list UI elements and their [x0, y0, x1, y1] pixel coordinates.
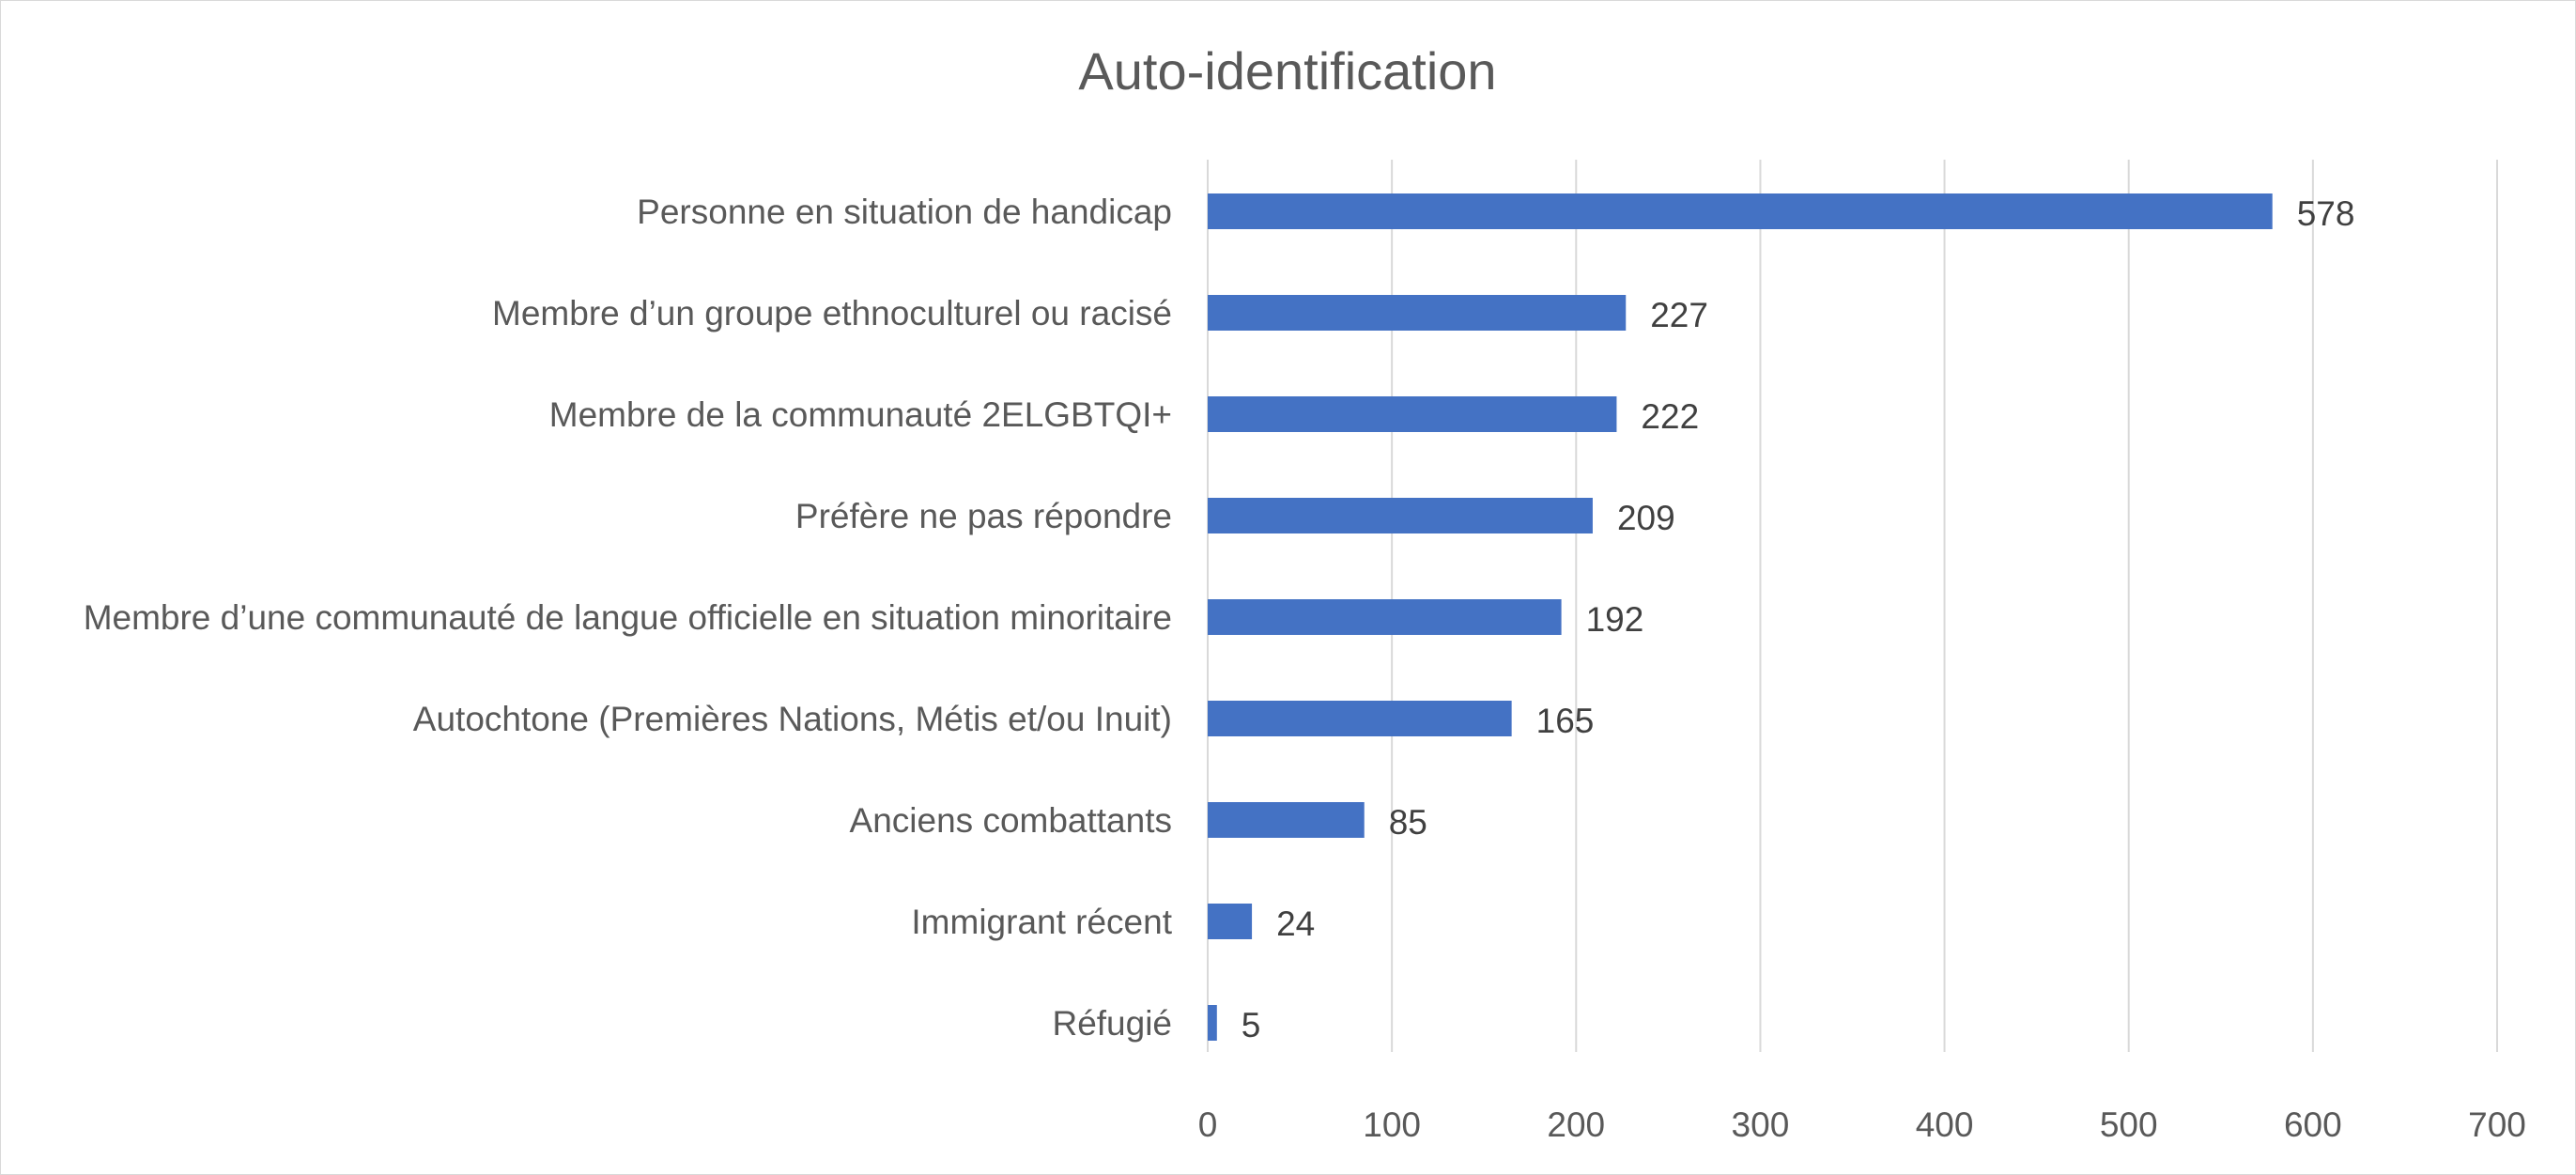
- bar: [1208, 396, 1617, 432]
- category-label: Personne en situation de handicap: [637, 193, 1172, 231]
- x-tick-label: 400: [1916, 1105, 1974, 1144]
- category-label: Réfugié: [1052, 1004, 1172, 1043]
- data-label: 222: [1641, 397, 1699, 436]
- category-label: Autochtone (Premières Nations, Métis et/…: [413, 700, 1172, 738]
- data-label: 85: [1389, 803, 1427, 842]
- bar: [1208, 599, 1562, 635]
- category-label: Membre d’un groupe ethnoculturel ou raci…: [492, 294, 1172, 332]
- x-tick-label: 300: [1732, 1105, 1790, 1144]
- bar: [1208, 701, 1512, 736]
- x-tick-label: 200: [1547, 1105, 1605, 1144]
- category-label: Membre d’une communauté de langue offici…: [84, 598, 1172, 637]
- bar: [1208, 193, 2273, 229]
- x-tick-label: 700: [2468, 1105, 2526, 1144]
- bar: [1208, 295, 1627, 331]
- data-label: 24: [1276, 904, 1315, 943]
- x-tick-label: 500: [2100, 1105, 2158, 1144]
- bar: [1208, 904, 1253, 939]
- x-tick-label: 600: [2284, 1105, 2342, 1144]
- labels: Personne en situation de handicap 578 Memb…: [84, 193, 2355, 1044]
- data-label: 209: [1617, 499, 1675, 537]
- data-label: 165: [1536, 702, 1595, 740]
- x-tick-label: 0: [1198, 1105, 1218, 1144]
- chart-title: Auto-identification: [1078, 41, 1496, 100]
- x-tick-label: 100: [1363, 1105, 1421, 1144]
- category-label: Anciens combattants: [850, 801, 1172, 840]
- x-axis: 0 100 200 300 400 500 600 700: [1198, 1105, 2526, 1144]
- data-label: 5: [1242, 1006, 1261, 1044]
- bar: [1208, 1005, 1217, 1041]
- data-label: 192: [1586, 600, 1644, 639]
- bars: [1208, 193, 2273, 1041]
- data-label: 578: [2297, 194, 2355, 233]
- bar: [1208, 802, 1365, 838]
- data-label: 227: [1650, 296, 1708, 334]
- category-label: Membre de la communauté 2ELGBTQI+: [549, 395, 1172, 434]
- category-label: Immigrant récent: [911, 903, 1172, 941]
- bar: [1208, 498, 1593, 533]
- category-label: Préfère ne pas répondre: [795, 497, 1172, 535]
